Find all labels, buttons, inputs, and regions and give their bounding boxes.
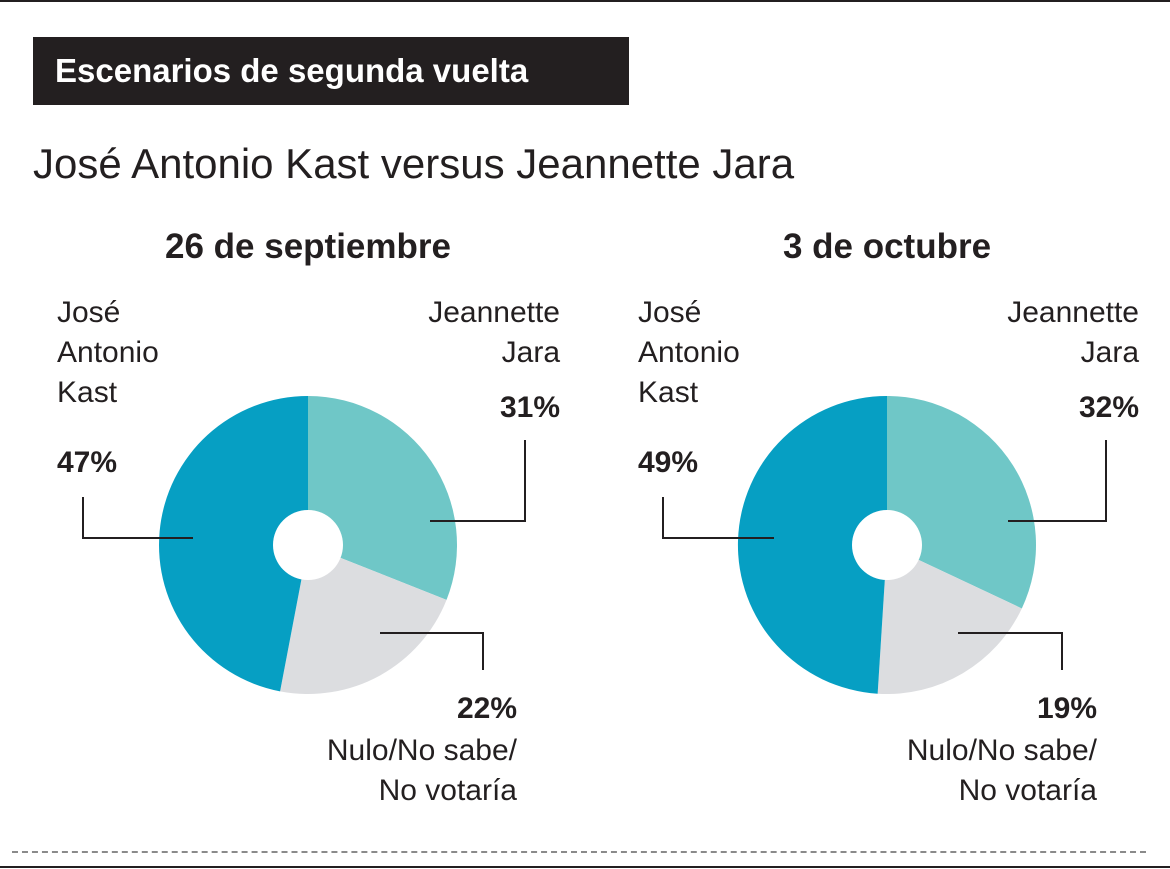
pie-slice-jara — [308, 396, 458, 600]
data-label-nulo: 19% — [1037, 692, 1097, 725]
pie-slice-nulo — [877, 545, 1022, 695]
pie-slice-nulo — [280, 545, 447, 694]
series-label-kast: Antonio — [57, 336, 159, 369]
section-header: Escenarios de segunda vuelta — [33, 37, 629, 105]
series-label-nulo: No votaría — [379, 774, 518, 807]
leader-line-nulo — [958, 632, 1063, 670]
pie-slice-kast — [159, 396, 308, 692]
pie-slice-kast — [737, 396, 887, 694]
leader-line-jara — [430, 440, 526, 522]
data-label-nulo: 22% — [457, 692, 517, 725]
donut-hole — [852, 510, 922, 580]
data-label-kast: 47% — [57, 446, 117, 479]
leader-line-nulo — [380, 632, 484, 670]
series-label-jara: Jara — [1081, 336, 1140, 369]
chart-date-title: 3 de octubre — [783, 227, 991, 266]
donut-hole — [273, 510, 343, 580]
leader-line-jara — [1008, 440, 1107, 522]
dotted-divider — [12, 851, 1146, 853]
series-label-nulo: No votaría — [959, 774, 1098, 807]
top-rule — [0, 0, 1170, 2]
data-label-jara: 32% — [1079, 391, 1139, 424]
chart-subtitle: José Antonio Kast versus Jeannette Jara — [33, 140, 795, 187]
pie-slice-jara — [887, 396, 1037, 609]
series-label-kast: José — [57, 296, 120, 329]
series-label-kast: Kast — [57, 376, 118, 409]
series-label-nulo: Nulo/No sabe/ — [327, 734, 518, 767]
series-label-kast: Antonio — [638, 336, 740, 369]
leader-line-kast — [662, 497, 774, 539]
bottom-rule — [0, 866, 1170, 868]
data-label-jara: 31% — [500, 391, 560, 424]
series-label-jara: Jeannette — [428, 296, 560, 329]
series-label-nulo: Nulo/No sabe/ — [907, 734, 1098, 767]
series-label-jara: Jara — [502, 336, 561, 369]
data-label-kast: 49% — [638, 446, 698, 479]
series-label-kast: Kast — [638, 376, 699, 409]
series-label-jara: Jeannette — [1007, 296, 1139, 329]
chart-date-title: 26 de septiembre — [165, 227, 451, 266]
leader-line-kast — [82, 497, 193, 539]
series-label-kast: José — [638, 296, 701, 329]
